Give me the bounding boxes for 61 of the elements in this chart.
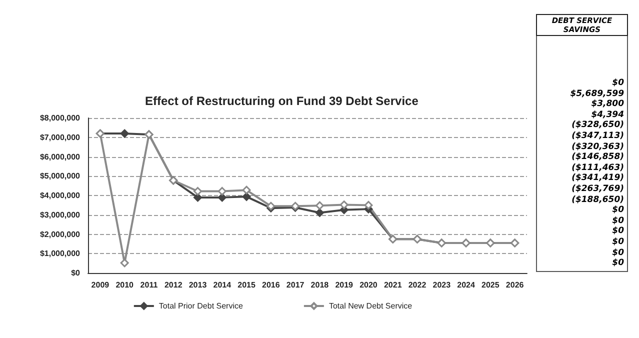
- point: [364, 200, 373, 210]
- text: $0: [611, 248, 624, 258]
- x-tick-label: 2020: [360, 280, 378, 290]
- x-tick-label: 2025: [482, 280, 500, 290]
- text: $5,689,599: [569, 88, 624, 100]
- x-tick-label: 2018: [310, 280, 330, 290]
- point: [194, 186, 202, 196]
- point: [340, 200, 348, 210]
- legend-label: Total Prior Debt Service: [158, 302, 244, 310]
- text: $0: [611, 258, 624, 269]
- y-tick-label: $3,000,000: [40, 210, 81, 220]
- y-tick-label: $2,000,000: [40, 230, 81, 239]
- point: [120, 258, 129, 268]
- text: $4,394: [590, 110, 624, 120]
- x-tick-label: 2016: [262, 280, 280, 290]
- x-tick-label: 2022: [408, 280, 427, 290]
- point: [120, 129, 129, 138]
- x-tick-label: 2009: [91, 280, 110, 290]
- x-tick-label: 2021: [384, 280, 402, 290]
- text: $0: [611, 226, 624, 237]
- y-tick-label: $5,000,000: [40, 172, 81, 181]
- text: $0: [611, 216, 624, 226]
- x-tick-label: 2015: [238, 280, 256, 290]
- text: ($328,650): [570, 120, 624, 131]
- y-tick-label: $0: [71, 268, 81, 278]
- x-tick-label: 2023: [432, 280, 452, 290]
- x-tick-label: 2019: [335, 280, 354, 290]
- point: [218, 186, 226, 196]
- text: ($146,858): [570, 152, 624, 163]
- text: ($263,769): [570, 184, 624, 195]
- y-tick-label: $6,000,000: [40, 152, 81, 162]
- text: ($347,113): [570, 130, 624, 142]
- text: ($111,463): [570, 162, 624, 174]
- point: [218, 193, 226, 202]
- text: $3,800: [590, 99, 624, 110]
- text: ($320,363): [570, 142, 624, 152]
- text: ($341,419): [570, 173, 624, 184]
- point: [315, 208, 324, 217]
- text: $0: [611, 236, 624, 248]
- x-tick-label: 2014: [213, 280, 232, 290]
- chart-title: Effect of Restructuring on Fund 39 Debt Service: [145, 94, 419, 108]
- x-tick-label: 2024: [457, 280, 476, 290]
- x-tick-label: 2011: [140, 280, 158, 290]
- point: [315, 201, 324, 210]
- x-tick-label: 2012: [164, 280, 183, 290]
- y-tick-label: $1,000,000: [40, 249, 81, 258]
- y-tick-label: $4,000,000: [40, 191, 81, 200]
- point: [242, 186, 251, 194]
- text: $0: [611, 205, 624, 216]
- y-tick-label: $7,000,000: [40, 132, 81, 142]
- text: $0: [611, 78, 624, 89]
- y-tick-label: $8,000,000: [40, 114, 81, 122]
- x-tick-label: 2017: [286, 280, 305, 290]
- point: [194, 193, 202, 202]
- x-tick-label: 2026: [506, 280, 524, 290]
- point: [266, 202, 276, 210]
- legend-label: Total New Debt Service: [328, 302, 413, 310]
- text: ($188,650): [570, 194, 624, 206]
- x-tick-label: 2010: [116, 280, 134, 290]
- point: [242, 192, 251, 201]
- x-tick-label: 2013: [188, 280, 208, 290]
